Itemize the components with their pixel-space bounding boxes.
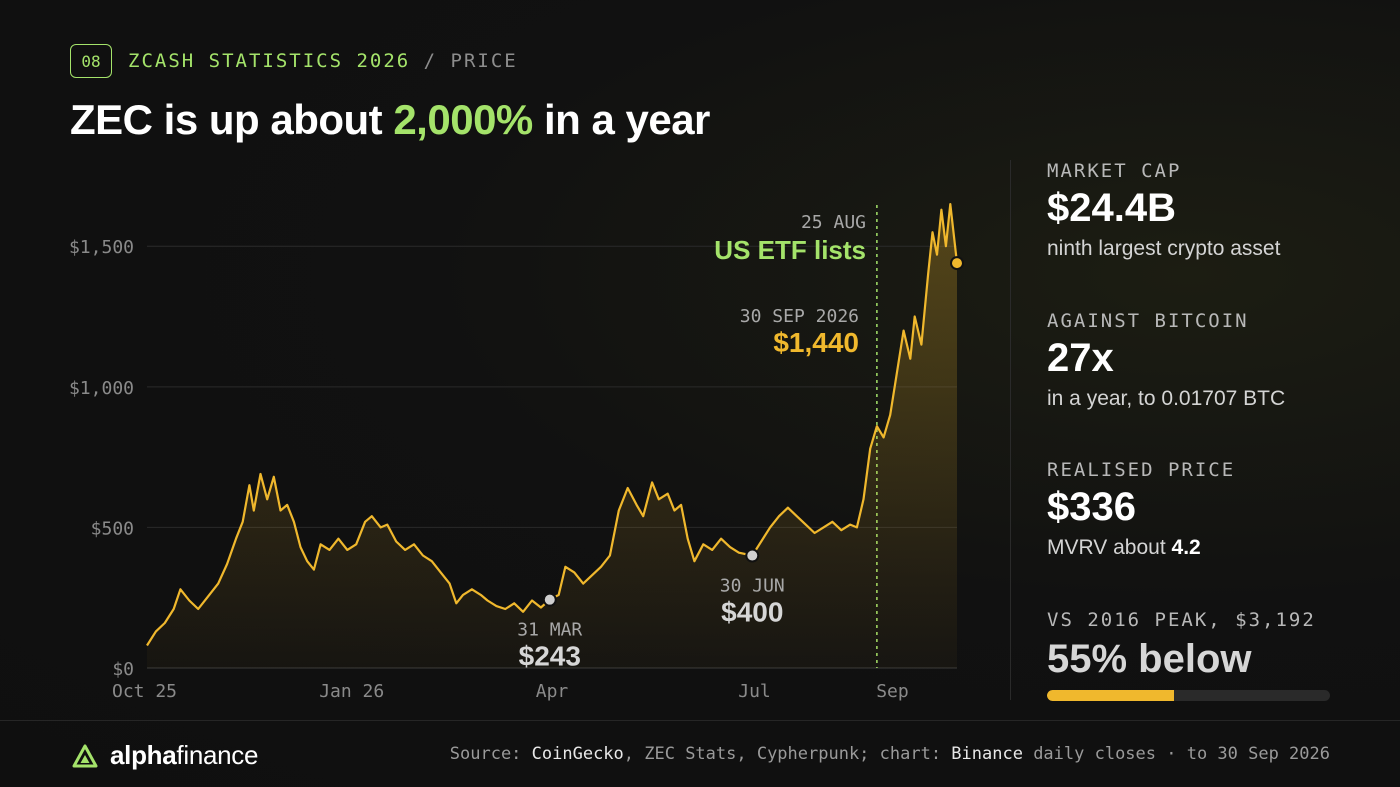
section-kicker: ZCASH STATISTICS 2026 / PRICE [128, 50, 518, 72]
stat-label: AGAINST BITCOIN [1047, 310, 1249, 332]
mvrv-value: 4.2 [1171, 536, 1201, 559]
source-middle: , ZEC Stats, Cypherpunk; chart: [623, 744, 952, 764]
stat-subtext: MVRV about 4.2 [1047, 536, 1347, 560]
footer-divider [0, 720, 1400, 721]
x-tick-label: Apr [536, 681, 569, 702]
stat-value: $336 [1047, 485, 1136, 529]
y-tick-label: $1,000 [69, 378, 134, 399]
mvrv-label: MVRV about [1047, 536, 1172, 559]
stat-value: 55% below [1047, 637, 1252, 681]
x-tick-label: Jul [738, 681, 771, 702]
annotation-date-label: 30 JUN [720, 576, 785, 597]
stat-against-bitcoin: AGAINST BITCOIN 27x in a year, to 0.0170… [1047, 310, 1347, 411]
annotation-value-label: $243 [519, 641, 581, 672]
triangle-logo-icon [72, 744, 98, 767]
headline-post: in a year [532, 96, 710, 143]
kicker-title: ZCASH STATISTICS 2026 [128, 50, 411, 72]
brand-name-bold: alpha [110, 740, 177, 770]
source-binance: Binance [951, 744, 1023, 764]
brand-name-rest: finance [176, 740, 259, 770]
annotation-date-label: 30 SEP 2026 [740, 306, 859, 327]
peak-progress-track [1047, 690, 1330, 701]
x-tick-label: Sep [876, 681, 909, 702]
page-title: ZEC is up about 2,000% in a year [70, 96, 710, 144]
price-point-marker [745, 548, 760, 563]
stat-subtext: ninth largest crypto asset [1047, 237, 1281, 260]
headline-highlight: 2,000% [393, 96, 533, 143]
y-tick-label: $500 [91, 518, 134, 539]
stat-label: MARKET CAP [1047, 160, 1182, 182]
stat-subtext: in a year, to 0.01707 BTC [1047, 387, 1286, 410]
stat-vs-peak: VS 2016 PEAK, $3,192 55% below [1047, 609, 1347, 701]
kicker-section: PRICE [450, 50, 518, 72]
price-line [146, 203, 959, 647]
stat-value: $24.4B [1047, 186, 1176, 230]
price-area [147, 204, 957, 668]
panel-divider [1010, 160, 1011, 700]
source-coingecko: CoinGecko [531, 744, 624, 764]
stat-label: VS 2016 PEAK, $3,192 [1047, 609, 1316, 631]
headline-pre: ZEC is up about [70, 96, 394, 143]
annotation-date-label: 31 MAR [517, 620, 582, 641]
section-number-badge: 08 [70, 44, 112, 78]
stat-value: 27x [1047, 336, 1114, 380]
annotation-value-label: $400 [721, 597, 783, 628]
y-tick-label: $0 [112, 659, 134, 680]
brand-name: alphafinance [110, 740, 258, 771]
source-note: Source: CoinGecko, ZEC Stats, Cypherpunk… [450, 744, 1330, 764]
brand-logo: alphafinance [72, 740, 258, 771]
stat-market-cap: MARKET CAP $24.4B ninth largest crypto a… [1047, 160, 1347, 261]
stat-label: REALISED PRICE [1047, 459, 1236, 481]
section-header: 08 ZCASH STATISTICS 2026 / PRICE [70, 44, 518, 78]
y-tick-label: $1,500 [69, 237, 134, 258]
peak-progress-fill [1047, 690, 1175, 701]
event-label: US ETF lists [714, 235, 866, 265]
event-date-label: 25 AUG [801, 212, 866, 233]
x-tick-label: Jan 26 [319, 681, 384, 702]
x-tick-label: Oct 25 [112, 681, 177, 702]
latest-price-marker [950, 256, 964, 271]
stat-realised-price: REALISED PRICE $336 MVRV about 4.2 [1047, 459, 1347, 560]
annotation-value-label: $1,440 [773, 327, 859, 358]
source-suffix: daily closes · to 30 Sep 2026 [1022, 744, 1330, 764]
source-prefix: Source: [449, 744, 532, 764]
kicker-separator: / [410, 50, 451, 72]
price-point-marker [542, 592, 557, 607]
